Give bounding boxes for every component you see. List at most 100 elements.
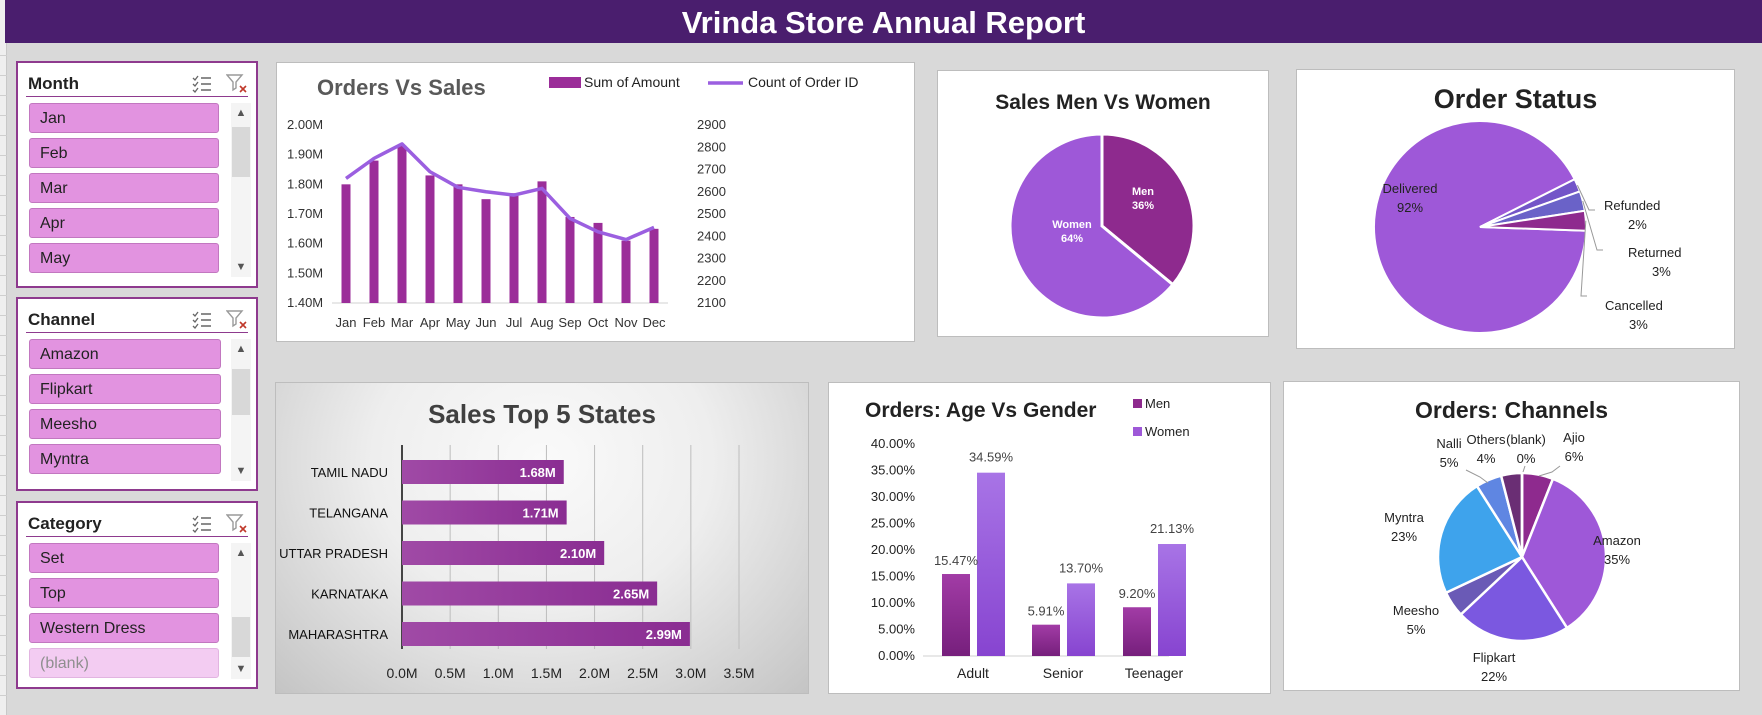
multi-select-icon[interactable] (192, 75, 212, 93)
y-tick-label-right: 2600 (697, 184, 726, 199)
pie-label-amazon: Amazon (1593, 533, 1641, 548)
y-tick-label-left: 1.60M (287, 236, 323, 251)
bar-sum-of-amount (509, 193, 519, 303)
x-tick-label: Apr (420, 315, 441, 330)
pie-label-delivered: Delivered (1383, 181, 1438, 196)
bar-sum-of-amount (537, 181, 547, 303)
top-states-panel[interactable]: Sales Top 5 States 0.0M 0.5M 1.0M 1.5M 2.0M 2… (275, 382, 809, 694)
x-tick-label: Feb (363, 315, 385, 330)
x-tick-label: 2.0M (579, 665, 610, 681)
chevron-up-icon[interactable]: ▲ (235, 547, 247, 559)
scrollbar-thumb[interactable] (232, 127, 250, 177)
pie-value-refunded: 2% (1628, 217, 1647, 232)
order-status-panel[interactable]: Order Status Delivered 92% Refunded 2% Retur… (1296, 69, 1735, 349)
chevron-down-icon[interactable]: ▼ (235, 465, 247, 477)
men-vs-women-chart: Men 36% Women 64% (1008, 132, 1196, 320)
x-tick-label: 3.5M (723, 665, 754, 681)
clear-filter-icon[interactable] (226, 310, 248, 330)
scrollbar-thumb[interactable] (232, 617, 250, 657)
slicer-title: Month (28, 74, 79, 93)
leader-line (1465, 469, 1489, 484)
pie-value-others: 4% (1477, 451, 1496, 466)
bar-sum-of-amount (425, 175, 435, 303)
slicer-scrollbar[interactable]: ▲ ▼ (231, 339, 251, 481)
men-vs-women-panel[interactable]: Sales Men Vs Women Men 36% Women 64% (937, 70, 1269, 337)
y-tick-label-left: 2.00M (287, 117, 323, 132)
chart-title: Orders: Age Vs Gender (865, 399, 1097, 422)
channel-slicer: Channel Amazon Flipkart Meesho Myntra ▲ … (16, 297, 258, 491)
y-tick-label-right: 2200 (697, 273, 726, 288)
pie-label-nalli: Nalli (1436, 436, 1461, 451)
pie-value-women: 64% (1061, 233, 1083, 245)
pie-value-meesho: 5% (1407, 622, 1426, 637)
slicer-header: Category (26, 509, 248, 537)
y-tick-label-left: 1.90M (287, 147, 323, 162)
legend-swatch-men (1133, 399, 1142, 408)
slicer-item-apr[interactable]: Apr (29, 208, 219, 238)
clear-filter-icon[interactable] (226, 514, 248, 534)
y-tick-label: 35.00% (871, 463, 916, 478)
slicer-item-set[interactable]: Set (29, 543, 219, 573)
chevron-down-icon[interactable]: ▼ (235, 663, 247, 675)
pie-value-myntra: 23% (1391, 529, 1417, 544)
pie-label-women: Women (1052, 219, 1092, 231)
top-states-chart: 0.0M 0.5M 1.0M 1.5M 2.0M 2.5M 3.0M 3.5M TAMIL NA… (279, 445, 755, 681)
slicer-scrollbar[interactable]: ▲ ▼ (231, 103, 251, 277)
bar-state (402, 460, 564, 484)
slicer-item-mar[interactable]: Mar (29, 173, 219, 203)
scrollbar-thumb[interactable] (232, 369, 250, 415)
y-tick-label: UTTAR PRADESH (279, 546, 388, 561)
bar-sum-of-amount (649, 228, 659, 303)
bar-women (977, 472, 1005, 656)
bar-women (1158, 544, 1186, 656)
slicer-item-amazon[interactable]: Amazon (29, 339, 221, 369)
pie-value-nalli: 5% (1440, 455, 1459, 470)
legend-label-sum-of-amount: Sum of Amount (584, 74, 680, 90)
bar-sum-of-amount (593, 222, 603, 303)
multi-select-icon[interactable] (192, 311, 212, 329)
y-tick-label: 25.00% (871, 516, 916, 531)
bar-sum-of-amount (565, 216, 575, 303)
clear-filter-icon[interactable] (226, 74, 248, 94)
chevron-down-icon[interactable]: ▼ (235, 261, 247, 273)
multi-select-icon[interactable] (192, 515, 212, 533)
pie-label-cancelled: Cancelled (1605, 298, 1663, 313)
slicer-item-feb[interactable]: Feb (29, 138, 219, 168)
chart-title: Order Status (1433, 84, 1598, 114)
data-label-men: 5.91% (1028, 604, 1065, 619)
y-tick-label-left: 1.50M (287, 265, 323, 280)
slicer-item-top[interactable]: Top (29, 578, 219, 608)
legend-swatch-women (1133, 427, 1142, 436)
y-tick-label-right: 2900 (697, 117, 726, 132)
slicer-item-meesho[interactable]: Meesho (29, 409, 221, 439)
x-tick-label: Adult (957, 665, 989, 681)
slicer-scrollbar[interactable]: ▲ ▼ (231, 543, 251, 679)
bar-state (402, 581, 658, 606)
slicer-item-jan[interactable]: Jan (29, 103, 219, 133)
slicer-item-may[interactable]: May (29, 243, 219, 273)
pie-label-myntra: Myntra (1384, 510, 1425, 525)
orders-vs-sales-panel[interactable]: Orders Vs Sales 2.00M 1.90M 1.80M 1.70M 1.60… (276, 62, 915, 342)
pie-value-flipkart: 22% (1481, 669, 1507, 684)
slicer-item-western-dress[interactable]: Western Dress (29, 613, 219, 643)
y-tick-label-right: 2100 (697, 295, 726, 310)
x-tick-label: 2.5M (627, 665, 658, 681)
chart-title: Sales Top 5 States (428, 399, 656, 429)
pie-label-blank: (blank) (1506, 432, 1546, 447)
pie-slice-women (1008, 132, 1176, 320)
y-tick-label-left: 1.70M (287, 206, 323, 221)
pie-slice-amazon (1520, 477, 1608, 630)
age-vs-gender-panel[interactable]: Orders: Age Vs Gender 40.00% 35.00% 30.00%… (828, 382, 1271, 694)
pie-slice-myntra (1436, 484, 1524, 595)
chevron-up-icon[interactable]: ▲ (235, 107, 247, 119)
pie-value-cancelled: 3% (1629, 317, 1648, 332)
chevron-up-icon[interactable]: ▲ (235, 343, 247, 355)
channels-panel[interactable]: Orders: Channels Ajio 6% Amazon 35% Flipkart… (1283, 381, 1740, 691)
slicer-item-flipkart[interactable]: Flipkart (29, 374, 221, 404)
y-tick-label-right: 2800 (697, 139, 726, 154)
x-tick-label: Jul (506, 315, 523, 330)
pie-label-returned: Returned (1628, 245, 1681, 260)
slicer-item-myntra[interactable]: Myntra (29, 444, 221, 474)
slicer-item-blank[interactable]: (blank) (29, 648, 219, 678)
channels-chart: Ajio 6% Amazon 35% Flipkart 22% Meesho 5% Myntra… (1384, 430, 1641, 684)
